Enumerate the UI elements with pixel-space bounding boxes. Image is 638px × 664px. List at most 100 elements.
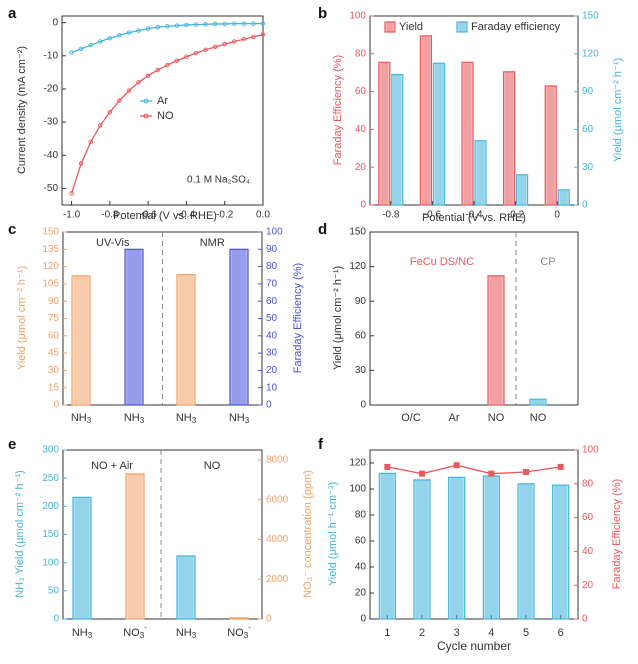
panel-b-bar-faraday-efficiency-shade (434, 63, 443, 205)
panel-b-bar-faraday-efficiency-fill (433, 63, 445, 205)
panel-f-yleft-tick-label: 100 (349, 484, 366, 495)
panel-b-bar-faraday-efficiency (557, 189, 570, 206)
panel-e-bar (125, 473, 145, 620)
panel-a-series-ar-point (241, 21, 247, 26)
panel-f-xtick-label: 4 (488, 627, 494, 639)
panel-c-yleft-tick-label: 120 (42, 261, 59, 272)
panel-f-fe-point (557, 463, 564, 470)
panel-f-bar (517, 483, 535, 620)
panel-f-fe-point (488, 470, 495, 477)
panel-e-yleft-tick-label: 200 (42, 501, 59, 512)
panel-e-bar-fill (73, 497, 91, 619)
panel-b-bar-yield-outline (503, 71, 516, 206)
panel-f-bar-fill (552, 485, 569, 619)
panel-c-bar-fill (125, 249, 143, 405)
panel-e-yleft-tick-label: 50 (48, 585, 60, 596)
panel-e-yright-tick-label: 2000 (266, 574, 289, 585)
panel-label-a: a (8, 5, 17, 22)
panel-c-xtick-label: NH3 (71, 412, 92, 425)
panel-b-yright-tick-label: 60 (582, 124, 594, 135)
panel-c-yleft-tick-label: 15 (48, 382, 60, 393)
panel-f-bar-shade (519, 483, 533, 619)
panel-b-bar-faraday-efficiency-fill (475, 140, 486, 205)
panel-a-series-no-point (193, 50, 199, 56)
panel-label-b: b (318, 5, 327, 22)
panel-b-bar-yield (461, 61, 474, 206)
panel-a-series-no-point (212, 44, 218, 50)
panel-a-series-ar-point (184, 22, 189, 28)
panel-b-legend-swatch-outline (384, 21, 396, 33)
panel-d-yleft-tick-label: 60 (355, 330, 367, 341)
panel-a-series-no-point (251, 34, 256, 40)
panel-a-series-ar-point (260, 21, 266, 26)
panel-c-yright-tick-label: 60 (266, 296, 278, 307)
panel-f-bar-shade (380, 473, 394, 619)
panel-b-yleft-tick-label: 0 (360, 200, 366, 211)
panel-c-ylabel: Yield (μmol cm⁻² h⁻¹) (16, 266, 28, 370)
panel-a-series-ar-point (203, 22, 208, 27)
panel-a-series-no-point (241, 36, 247, 42)
panel-b-yright-tick-label: 150 (582, 11, 599, 22)
panel-c-yright-tick-label: 90 (266, 244, 278, 255)
panel-a-series-ar-point (193, 22, 199, 27)
panel-e-xtick-label: NH3 (176, 627, 197, 640)
panel-e-group-label: NO (204, 460, 221, 472)
panel-a-series-no-point (107, 109, 113, 115)
panel-c-yleft-tick-label: 0 (53, 400, 59, 411)
panel-a-series-no-point (117, 98, 122, 103)
panel-b-bar-yield-shade (546, 85, 555, 205)
panel-b-bar-faraday-efficiency-shade (393, 74, 402, 205)
panel-e-yright-tick-label: 6000 (266, 494, 289, 505)
panel-b-yright-tick-label: 30 (582, 162, 594, 173)
panel-e-group-label: NO + Air (91, 460, 133, 472)
panel-b-bar-yield (503, 71, 516, 206)
panel-c-yleft-tick-label: 75 (48, 313, 60, 324)
panel-a-xtick-label: -0.6 (140, 210, 158, 221)
panel-b-bar-yield (378, 61, 391, 206)
panel-a-series-ar-point (251, 21, 256, 26)
panel-e-bar-shade (74, 497, 90, 619)
panel-c-bar-shade (231, 249, 247, 405)
panel-f-bar-fill (414, 479, 430, 619)
panel-b-xtick-label: -0.6 (424, 210, 442, 221)
panel-f-yleft-tick-label: 20 (355, 588, 367, 599)
panel-a-frame (61, 15, 264, 206)
panel-d-yleft-tick-label: 150 (349, 227, 366, 238)
panel-d-yleft-tick-label: 90 (355, 296, 367, 307)
panel-f-xtick-label: 5 (523, 627, 529, 639)
panel-a-series-no-point (174, 58, 180, 64)
panel-a-series-no-point (203, 47, 208, 53)
panel-b-bar-faraday-efficiency (432, 62, 445, 206)
panel-b-bar-faraday-efficiency-fill (558, 189, 570, 205)
panel-f-bar-outline (378, 472, 396, 620)
panel-e-ylabel-right: NO₃⁻ concentration (ppm) (302, 470, 314, 598)
panel-c-group-label: NMR (200, 237, 225, 249)
panel-f-xtick-label: 3 (454, 627, 460, 639)
panel-c-yright-tick-label: 0 (266, 400, 272, 411)
panel-a-xtick-label: -0.8 (101, 210, 119, 221)
panel-a-series-no-line (70, 33, 264, 194)
panel-e-yright-tick-label: 4000 (266, 534, 289, 545)
panel-a-series-no-point (165, 62, 170, 68)
panel-f-yleft-tick-label: 120 (349, 458, 366, 469)
panel-a-series-ar-point (145, 26, 151, 31)
panel-e-bar-outline (72, 496, 92, 620)
panel-d-bar (487, 275, 505, 406)
panel-c-yleft-tick-label: 45 (48, 348, 60, 359)
panel-b-bar-faraday-efficiency-fill (516, 174, 528, 205)
panel-a-series-no-point (155, 67, 160, 73)
panel-b-bar-yield-outline (461, 61, 474, 206)
panel-label-c: c (8, 221, 16, 238)
panel-c-xtick-label: NH3 (229, 412, 250, 425)
panel-b-bar-yield-fill (378, 62, 390, 206)
panel-f-bar-fill (518, 483, 534, 619)
panel-c-yright-tick-label: 30 (266, 348, 278, 359)
panel-f-yright-tick-label: 60 (582, 512, 594, 523)
panel-a-series-ar-point (232, 21, 237, 26)
panel-c-bar (176, 274, 196, 406)
panel-c-yleft-tick-label: 135 (42, 244, 59, 255)
panel-e-bar-shade (127, 473, 143, 619)
panel-a-series-ar-point (78, 46, 84, 52)
panel-f-yright-tick-label: 100 (582, 445, 599, 456)
panel-b-bar-yield (419, 35, 432, 206)
